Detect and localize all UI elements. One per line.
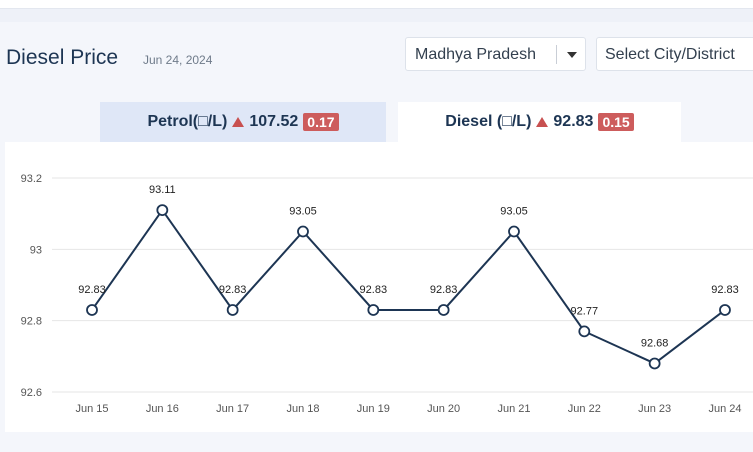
data-label: 92.83 — [78, 284, 106, 296]
data-point — [226, 304, 239, 316]
state-select-value: Madhya Pradesh — [415, 46, 536, 63]
data-point — [297, 225, 309, 238]
x-tick-label: Jun 24 — [708, 403, 741, 415]
data-label: 93.11 — [149, 184, 176, 196]
data-point — [86, 304, 98, 316]
data-label: 92.83 — [430, 284, 458, 296]
data-point — [367, 304, 380, 316]
data-label: 93.05 — [500, 206, 528, 218]
top-strip — [0, 0, 753, 9]
city-select-value: Select City/District — [605, 46, 735, 63]
price-date: Jun 24, 2024 — [143, 53, 213, 67]
data-point — [156, 204, 169, 217]
data-label: 92.83 — [219, 284, 247, 296]
series-line — [91, 208, 726, 365]
chart-panel — [5, 142, 753, 432]
y-tick-label: 92.6 — [21, 387, 42, 399]
page-title: Diesel Price — [6, 46, 119, 69]
x-tick-label: Jun 18 — [286, 403, 319, 415]
data-label: 93.05 — [289, 206, 317, 218]
data-label: 92.77 — [571, 305, 599, 317]
state-select[interactable]: Madhya Pradesh — [405, 37, 586, 71]
y-tick-label: 92.8 — [21, 316, 42, 328]
x-tick-label: Jun 21 — [497, 403, 530, 415]
x-tick-label: Jun 22 — [568, 403, 601, 415]
x-tick-label: Jun 16 — [146, 403, 179, 415]
data-point — [437, 304, 450, 316]
y-tick-label: 93.2 — [21, 173, 42, 185]
data-point — [648, 357, 661, 370]
up-arrow-icon — [232, 117, 245, 127]
up-arrow-icon — [536, 117, 549, 127]
tab-diesel[interactable]: Diesel (□/L) 92.83 0.15 — [398, 102, 681, 142]
x-tick-label: Jun 15 — [75, 403, 108, 415]
x-tick-label: Jun 17 — [216, 403, 249, 415]
y-tick-label: 93 — [30, 244, 42, 256]
data-label: 92.68 — [641, 337, 669, 349]
tab-diesel-label: Diesel (□/L) — [445, 113, 532, 130]
tab-petrol-change-badge: 0.17 — [303, 113, 339, 131]
x-tick-label: Jun 19 — [357, 403, 390, 415]
tab-diesel-price: 92.83 — [553, 113, 594, 130]
data-label: 92.83 — [711, 284, 739, 296]
tab-petrol[interactable]: Petrol(□/L) 107.52 0.17 — [100, 102, 386, 142]
x-tick-label: Jun 20 — [427, 403, 460, 415]
x-tick-label: Jun 23 — [638, 403, 671, 415]
data-label: 92.83 — [360, 284, 388, 296]
city-select[interactable]: Select City/District — [596, 37, 753, 71]
tab-diesel-change-badge: 0.15 — [598, 113, 634, 131]
data-point — [508, 225, 520, 238]
tab-petrol-label: Petrol(□/L) — [147, 113, 228, 130]
select-divider — [556, 45, 557, 64]
chevron-down-icon[interactable] — [567, 52, 577, 58]
tab-petrol-price: 107.52 — [249, 113, 299, 130]
data-point — [578, 325, 591, 338]
data-point — [719, 304, 731, 316]
